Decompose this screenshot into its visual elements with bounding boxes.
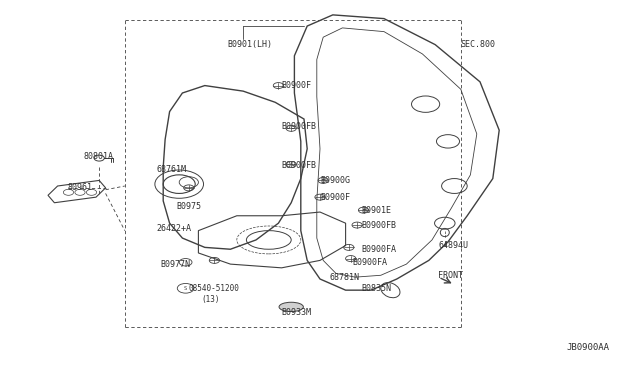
Text: B0900FA: B0900FA: [352, 258, 387, 267]
Text: FRONT: FRONT: [438, 271, 463, 280]
Text: B0900FB: B0900FB: [362, 221, 397, 230]
Text: B0901(LH): B0901(LH): [227, 40, 272, 49]
Text: B0933M: B0933M: [282, 308, 312, 317]
Text: S: S: [184, 286, 188, 291]
Text: B0900FB: B0900FB: [282, 161, 317, 170]
Text: JB0900AA: JB0900AA: [566, 343, 609, 352]
Text: B0900FB: B0900FB: [282, 122, 317, 131]
Text: 64894U: 64894U: [438, 241, 468, 250]
Text: 26422+A: 26422+A: [157, 224, 192, 233]
Text: 68761M: 68761M: [157, 165, 187, 174]
Text: B0975: B0975: [176, 202, 201, 211]
Text: (13): (13): [202, 295, 220, 304]
Text: B0900F: B0900F: [320, 193, 350, 202]
Text: B0901E: B0901E: [362, 206, 392, 215]
Text: SEC.800: SEC.800: [461, 40, 496, 49]
Text: B0900G: B0900G: [320, 176, 350, 185]
Text: B0900FA: B0900FA: [362, 245, 397, 254]
Ellipse shape: [279, 302, 303, 312]
Text: B0977N: B0977N: [160, 260, 190, 269]
Text: B0835N: B0835N: [362, 284, 392, 293]
Text: 68781N: 68781N: [330, 273, 360, 282]
Text: 08540-51200: 08540-51200: [189, 284, 239, 293]
Text: B0900F: B0900F: [282, 81, 312, 90]
Text: 80961: 80961: [67, 183, 92, 192]
Text: 80801A: 80801A: [83, 152, 113, 161]
